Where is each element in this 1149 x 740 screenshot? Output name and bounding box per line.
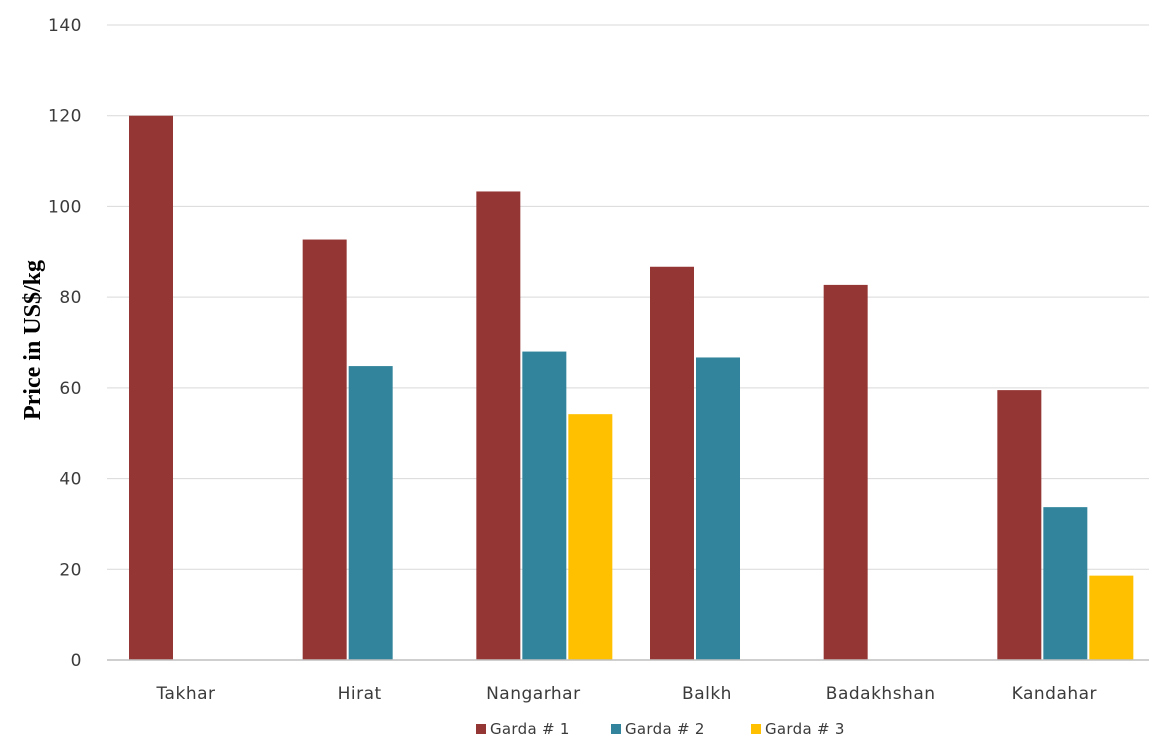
bar-balkh-series-1: [650, 266, 694, 660]
legend-label: Garda # 3: [765, 720, 845, 738]
y-tick-label: 140: [48, 16, 82, 36]
bar-hirat-series-1: [302, 239, 347, 660]
bar-nangarhar-series-3: [568, 414, 613, 660]
x-category-label: Takhar: [155, 684, 215, 704]
x-category-label: Hirat: [338, 684, 382, 704]
y-tick-label: 80: [59, 288, 82, 308]
bar-hirat-series-2: [348, 366, 393, 660]
x-category-label: Kandahar: [1012, 684, 1097, 704]
bars: [129, 115, 1134, 661]
bar-badakhshan-series-1: [823, 284, 868, 660]
x-axis-categories: Takhar Hirat Nangarhar Balkh Badakhshan Kanda…: [155, 684, 1097, 704]
bar-kandahar-series-1: [997, 390, 1042, 660]
legend-swatch: [611, 724, 621, 734]
bar-balkh-series-2: [696, 357, 740, 660]
bar-nangarhar-series-2: [522, 351, 567, 660]
y-axis-label: Price in US$/kg: [20, 260, 46, 420]
legend-swatch: [751, 724, 761, 734]
x-category-label: Nangarhar: [486, 684, 581, 704]
legend-label: Garda # 1: [490, 720, 570, 738]
y-axis-ticks: 0 20 40 60 80 100 120 140: [48, 16, 82, 671]
y-tick-label: 60: [59, 379, 82, 399]
y-tick-label: 40: [59, 470, 82, 490]
bar-nangarhar-series-1: [476, 191, 521, 661]
x-category-label: Badakhshan: [826, 684, 936, 704]
bar-kandahar-series-3: [1089, 575, 1134, 660]
legend-label: Garda # 2: [625, 720, 705, 738]
legend: Garda # 1 Garda # 2 Garda # 3: [476, 720, 845, 738]
bar-takhar-series-1: [129, 115, 173, 660]
legend-swatch: [476, 724, 486, 734]
x-category-label: Balkh: [682, 684, 732, 704]
y-tick-label: 0: [71, 651, 82, 671]
y-tick-label: 100: [48, 197, 82, 217]
gridlines: [107, 24, 1149, 570]
bar-kandahar-series-2: [1043, 507, 1088, 660]
y-tick-label: 20: [59, 560, 82, 580]
y-tick-label: 120: [48, 107, 82, 127]
